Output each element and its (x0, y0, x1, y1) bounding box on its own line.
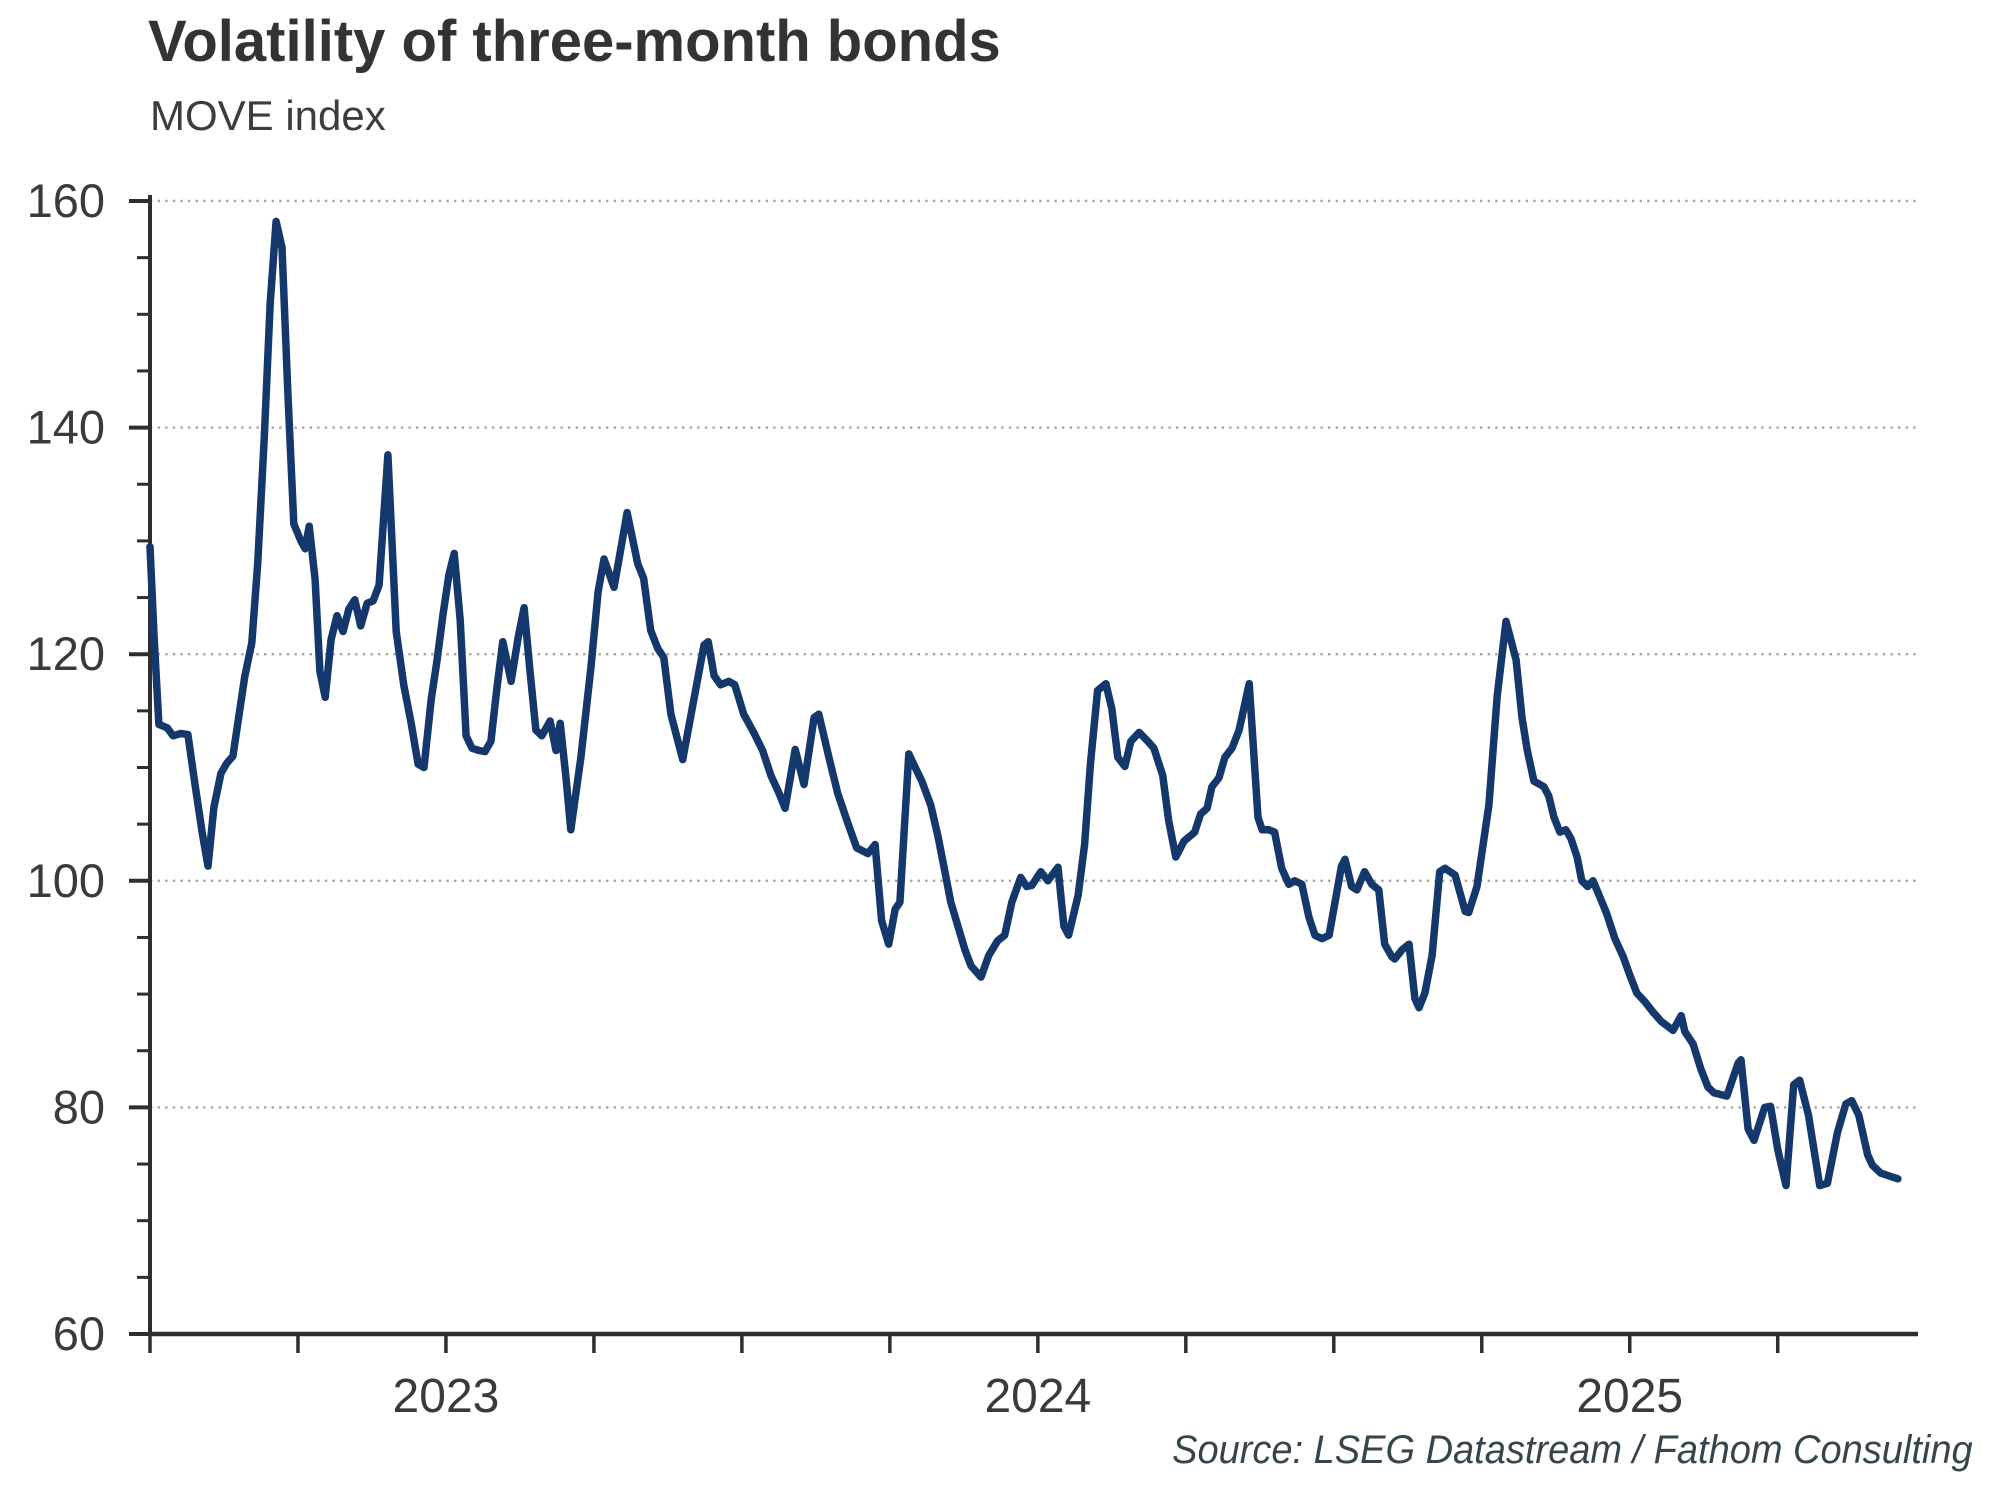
move-index-line (146, 217, 1902, 1190)
gridlines (150, 199, 1918, 1109)
axes (148, 195, 1918, 1337)
chart-title: Volatility of three-month bonds (148, 9, 1001, 74)
x-year-label: 2025 (1576, 1370, 1683, 1423)
y-tick-label: 160 (27, 174, 105, 227)
axis-tick-labels: 60 80 100 120 140 160 2023 2024 2025 (27, 174, 1684, 1423)
y-tick-label: 120 (27, 627, 105, 680)
y-tick-label: 60 (53, 1307, 105, 1360)
source-credit: Source: LSEG Datastream / Fathom Consult… (1172, 1428, 1973, 1472)
y-tick-label: 140 (27, 401, 105, 454)
chart-subtitle: MOVE index (150, 92, 386, 139)
x-year-label: 2023 (393, 1370, 500, 1423)
x-year-label: 2024 (984, 1370, 1091, 1423)
axis-ticks (129, 199, 1780, 1353)
y-tick-label: 80 (53, 1080, 105, 1133)
y-tick-label: 100 (27, 854, 105, 907)
